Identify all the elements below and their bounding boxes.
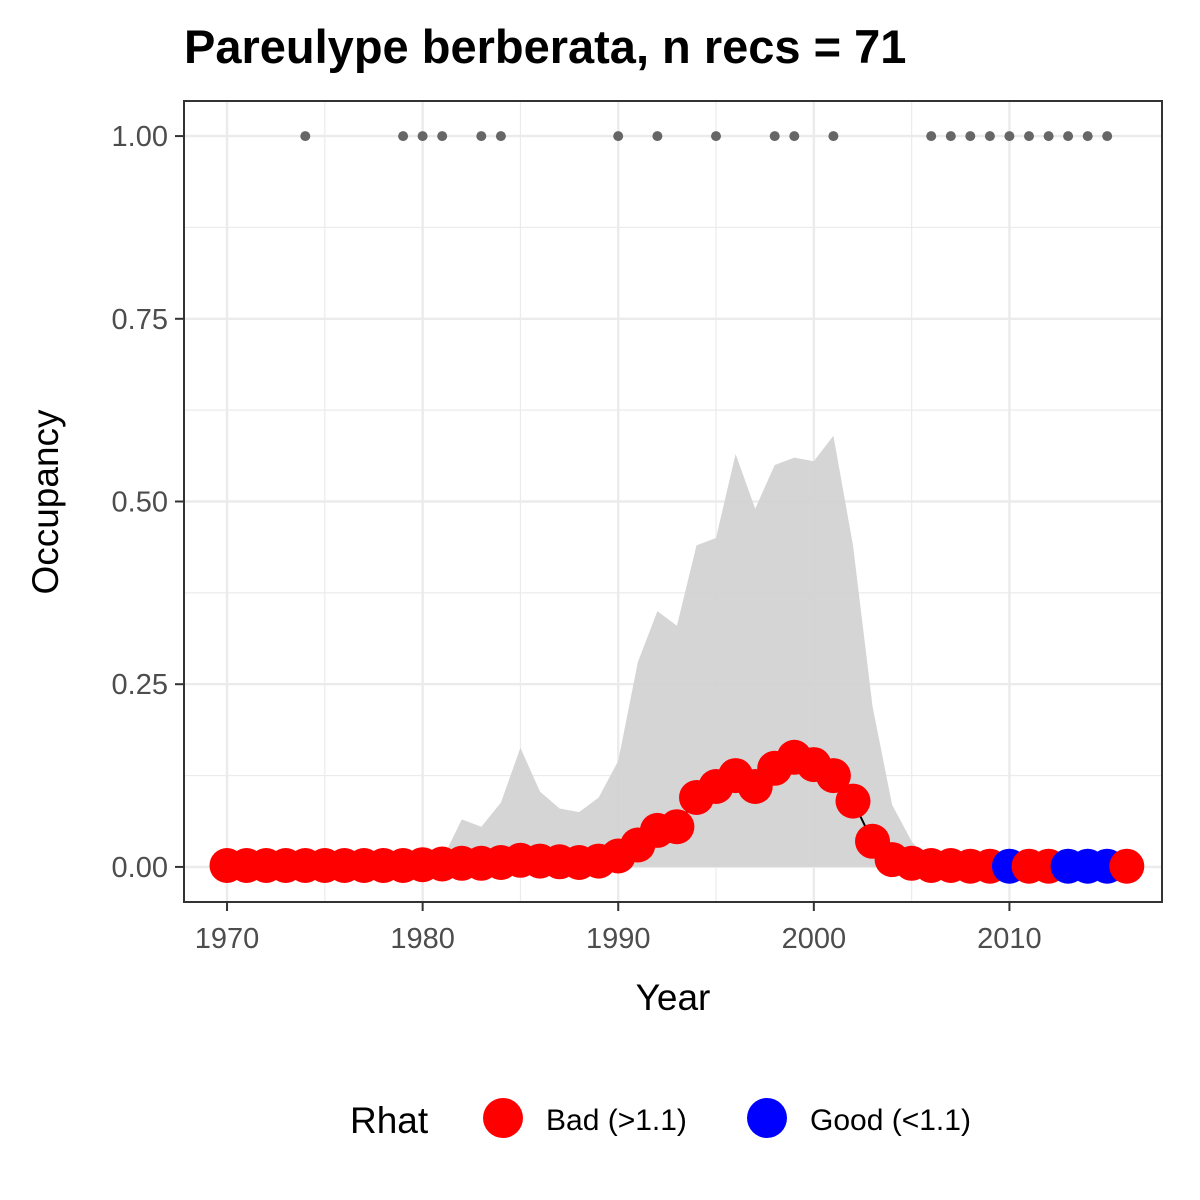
record-point [495, 131, 506, 142]
record-point [945, 131, 956, 142]
record-point [1063, 131, 1074, 142]
y-tick-label: 0.50 [112, 487, 168, 519]
x-tick-label: 2010 [977, 923, 1042, 955]
y-tick-label: 1.00 [112, 121, 168, 153]
credible-interval-layer [227, 435, 1127, 867]
record-point [476, 131, 487, 142]
y-axis-title: Occupancy [25, 409, 66, 595]
legend-label-good: Good (<1.1) [810, 1104, 971, 1137]
record-point [652, 131, 663, 142]
record-point [417, 131, 428, 142]
x-tick-label: 1990 [586, 923, 651, 955]
y-tick-label: 0.00 [112, 852, 168, 884]
occupancy-point [659, 809, 695, 845]
record-point [965, 131, 976, 142]
record-point [711, 131, 721, 142]
record-point [789, 131, 800, 142]
y-axis: 0.00 0.25 0.50 0.75 1.00 [112, 121, 184, 884]
occupancy-point [1109, 848, 1145, 884]
legend-key-bad [483, 1098, 523, 1138]
x-axis: 1970 1980 1990 2000 2010 [195, 902, 1042, 955]
x-tick-label: 1970 [195, 923, 260, 955]
credible-interval-ribbon [227, 435, 1127, 867]
record-point [398, 131, 409, 142]
record-point [1004, 131, 1015, 142]
record-point [300, 131, 311, 142]
x-tick-label: 1980 [390, 923, 455, 955]
legend-title: Rhat [350, 1100, 429, 1141]
chart-title: Pareulype berberata, n recs = 71 [184, 20, 906, 73]
record-point [926, 131, 937, 142]
record-point [613, 131, 624, 142]
y-tick-label: 0.25 [112, 669, 168, 701]
record-point [1043, 131, 1054, 142]
occupancy-points-layer [209, 739, 1145, 884]
legend-key-good [747, 1098, 787, 1138]
record-point [1082, 131, 1093, 142]
legend: Rhat Bad (>1.1) Good (<1.1) [350, 1098, 971, 1141]
occupancy-point [835, 783, 871, 819]
record-point [769, 131, 780, 142]
record-point [828, 131, 839, 142]
record-point [1024, 131, 1034, 142]
record-years-layer [300, 131, 1113, 142]
record-point [1102, 131, 1113, 142]
record-point [437, 131, 448, 142]
record-point [984, 131, 995, 142]
x-tick-label: 2000 [782, 923, 847, 955]
occupancy-point [815, 758, 851, 794]
y-tick-label: 0.75 [112, 304, 168, 336]
x-axis-title: Year [636, 977, 711, 1018]
legend-label-bad: Bad (>1.1) [546, 1104, 687, 1137]
